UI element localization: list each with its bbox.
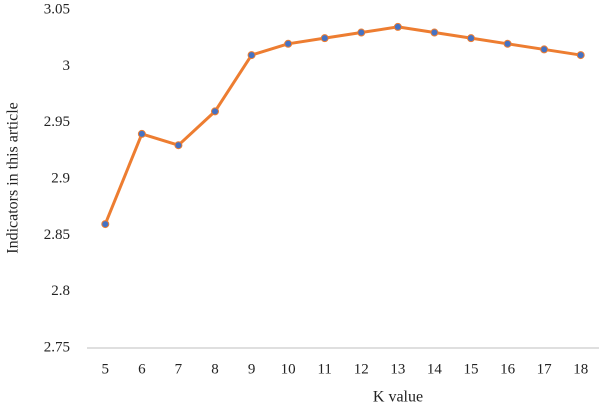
x-tick-label: 15 <box>464 361 479 377</box>
y-tick-label: 3.05 <box>44 1 70 17</box>
marker <box>247 51 256 60</box>
marker <box>430 28 439 37</box>
x-tick-label: 10 <box>281 361 296 377</box>
y-tick-label: 2.95 <box>44 114 70 130</box>
x-tick-label: 7 <box>175 361 183 377</box>
marker <box>101 220 110 229</box>
x-tick-label: 14 <box>427 361 443 377</box>
x-tick-label: 18 <box>573 361 588 377</box>
x-tick-label: 5 <box>102 361 110 377</box>
y-tick-label: 2.9 <box>51 170 70 186</box>
marker <box>467 34 475 43</box>
y-tick-label: 2.85 <box>44 227 70 243</box>
marker <box>357 28 366 37</box>
marker <box>211 107 219 116</box>
x-tick-label: 17 <box>537 361 553 377</box>
x-tick-label: 6 <box>138 361 146 377</box>
line <box>103 25 581 225</box>
marker <box>393 22 402 31</box>
x-tick-label: 16 <box>500 361 516 377</box>
y-tick-label: 3 <box>63 58 71 74</box>
marker <box>174 141 183 150</box>
marker <box>503 39 512 48</box>
marker <box>576 51 585 60</box>
marker <box>137 129 146 138</box>
x-tick-label: 11 <box>317 361 331 377</box>
y-axis-label: Indicators in this article <box>5 102 22 254</box>
y-tick-label: 2.75 <box>44 339 70 355</box>
marker <box>540 45 549 54</box>
x-tick-label: 12 <box>354 361 369 377</box>
x-tick-label: 9 <box>248 361 256 377</box>
x-tick-label: 13 <box>390 361 405 377</box>
marker <box>284 39 293 48</box>
x-tick-label: 8 <box>211 361 219 377</box>
y-tick-label: 2.8 <box>51 283 70 299</box>
x-axis-label: K value <box>373 389 423 406</box>
marker <box>320 34 329 43</box>
